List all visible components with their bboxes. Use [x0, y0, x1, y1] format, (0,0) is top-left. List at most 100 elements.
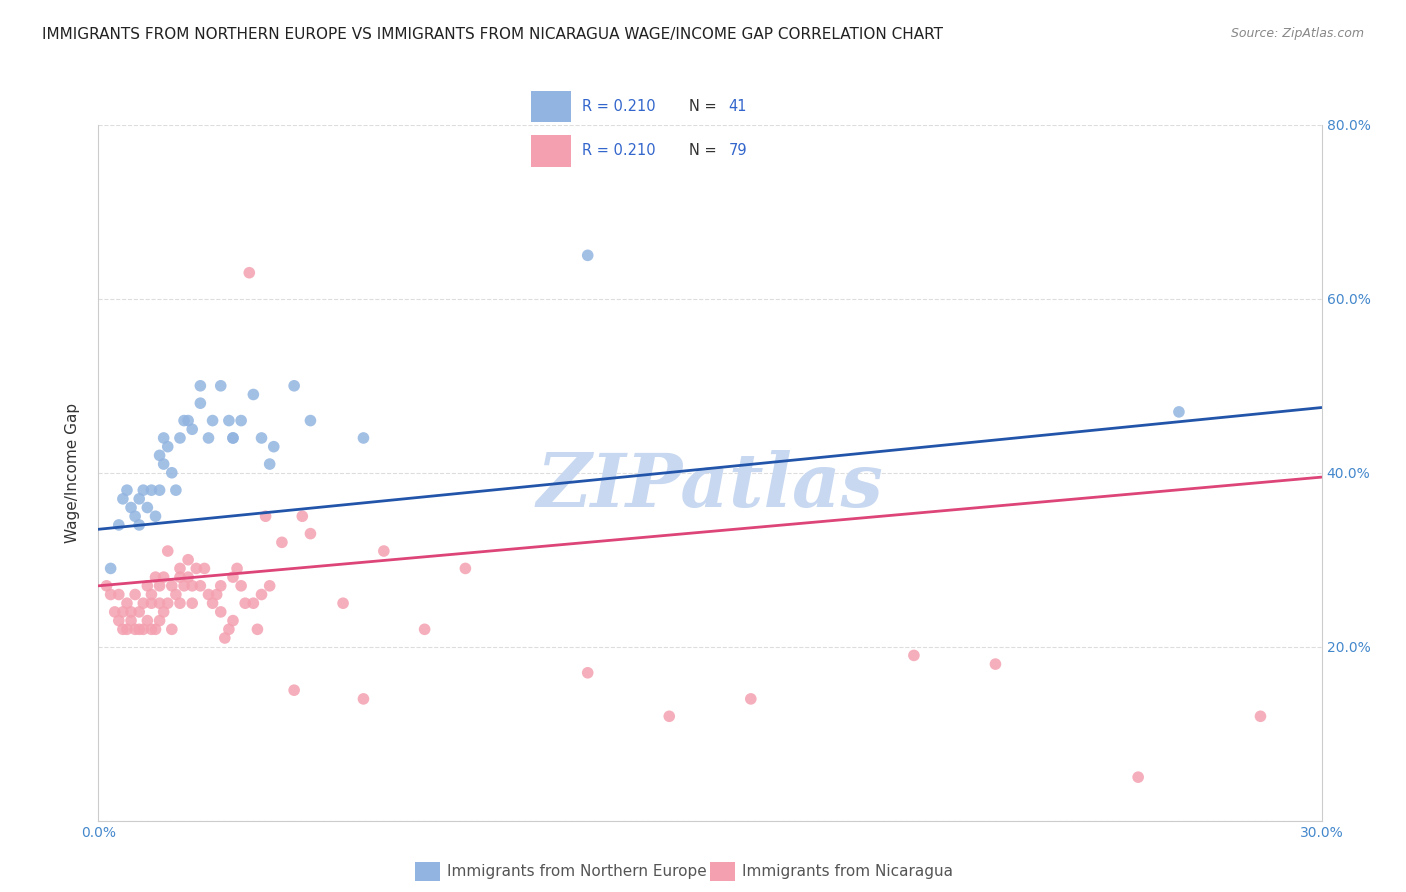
- Text: Immigrants from Northern Europe: Immigrants from Northern Europe: [447, 864, 707, 879]
- Point: [160, 579, 183, 593]
- Point: [152, 431, 174, 445]
- Point: [903, 648, 925, 663]
- Point: [259, 457, 281, 471]
- Point: [108, 614, 131, 628]
- Text: 79: 79: [728, 144, 747, 159]
- Point: [222, 431, 245, 445]
- Point: [152, 605, 174, 619]
- Point: [96, 579, 118, 593]
- Point: [186, 561, 208, 575]
- Point: [218, 623, 240, 637]
- Point: [250, 431, 273, 445]
- Point: [100, 561, 122, 575]
- Text: R = 0.210: R = 0.210: [582, 144, 655, 159]
- Point: [152, 457, 174, 471]
- Point: [111, 623, 134, 637]
- Point: [576, 248, 599, 262]
- Point: [197, 587, 219, 601]
- Point: [141, 587, 163, 601]
- Point: [132, 483, 155, 497]
- Point: [141, 483, 163, 497]
- Point: [173, 579, 195, 593]
- Point: [209, 378, 232, 392]
- Point: [111, 605, 134, 619]
- Point: [188, 396, 212, 410]
- Point: [104, 605, 127, 619]
- Point: [108, 517, 131, 532]
- Text: R = 0.210: R = 0.210: [582, 99, 655, 114]
- Point: [156, 544, 179, 558]
- Point: [160, 466, 183, 480]
- Point: [193, 561, 215, 575]
- Point: [169, 561, 191, 575]
- Point: [576, 665, 599, 680]
- Point: [120, 614, 142, 628]
- Point: [128, 605, 150, 619]
- Point: [120, 500, 142, 515]
- Point: [149, 483, 172, 497]
- Point: [141, 623, 163, 637]
- Point: [1128, 770, 1150, 784]
- FancyBboxPatch shape: [531, 91, 571, 122]
- Point: [108, 587, 131, 601]
- Point: [156, 440, 179, 454]
- Point: [181, 422, 204, 436]
- Point: [413, 623, 436, 637]
- Point: [181, 596, 204, 610]
- Point: [299, 526, 322, 541]
- Point: [658, 709, 681, 723]
- Point: [132, 623, 155, 637]
- Text: Immigrants from Nicaragua: Immigrants from Nicaragua: [742, 864, 953, 879]
- Point: [222, 614, 245, 628]
- Point: [1249, 709, 1271, 723]
- Point: [214, 631, 236, 645]
- Point: [454, 561, 477, 575]
- Point: [254, 509, 277, 524]
- Point: [124, 587, 146, 601]
- Point: [165, 483, 187, 497]
- Point: [238, 266, 260, 280]
- Point: [169, 596, 191, 610]
- Point: [149, 614, 172, 628]
- Point: [283, 378, 305, 392]
- Point: [128, 623, 150, 637]
- Point: [218, 414, 240, 428]
- Point: [188, 579, 212, 593]
- Point: [209, 579, 232, 593]
- Point: [173, 414, 195, 428]
- Point: [149, 579, 172, 593]
- Point: [984, 657, 1007, 671]
- Point: [259, 579, 281, 593]
- Point: [233, 596, 256, 610]
- Point: [149, 596, 172, 610]
- Point: [250, 587, 273, 601]
- Point: [373, 544, 395, 558]
- Point: [270, 535, 294, 549]
- Point: [128, 491, 150, 506]
- Point: [352, 431, 374, 445]
- Point: [201, 596, 224, 610]
- Point: [136, 500, 159, 515]
- Point: [205, 587, 228, 601]
- Point: [124, 623, 146, 637]
- Point: [145, 623, 167, 637]
- Point: [136, 614, 159, 628]
- Point: [115, 623, 138, 637]
- Point: [145, 509, 167, 524]
- Point: [132, 596, 155, 610]
- Point: [209, 605, 232, 619]
- Point: [231, 579, 253, 593]
- Point: [226, 561, 249, 575]
- Point: [128, 517, 150, 532]
- Text: N =: N =: [689, 99, 721, 114]
- Point: [263, 440, 285, 454]
- Y-axis label: Wage/Income Gap: Wage/Income Gap: [65, 402, 80, 543]
- Point: [145, 570, 167, 584]
- Point: [242, 387, 264, 401]
- Point: [100, 587, 122, 601]
- Point: [332, 596, 354, 610]
- Point: [169, 570, 191, 584]
- Text: N =: N =: [689, 144, 721, 159]
- Point: [246, 623, 269, 637]
- Point: [165, 587, 187, 601]
